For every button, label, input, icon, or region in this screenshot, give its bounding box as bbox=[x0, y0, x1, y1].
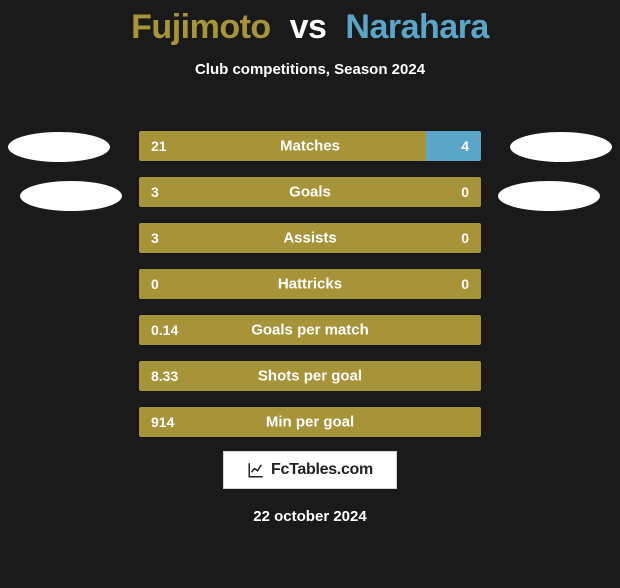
footer-brand-text: FcTables.com bbox=[271, 461, 373, 479]
stat-metric-label: Goals bbox=[139, 184, 481, 201]
player2-badge-top bbox=[510, 132, 612, 162]
title-player2: Narahara bbox=[345, 8, 488, 46]
stat-metric-label: Hattricks bbox=[139, 276, 481, 293]
stat-metric-label: Shots per goal bbox=[139, 368, 481, 385]
player2-badge-bottom bbox=[498, 181, 600, 211]
footer-brand: FcTables.com bbox=[223, 451, 397, 489]
stat-row: 214Matches bbox=[138, 130, 482, 162]
subtitle: Club competitions, Season 2024 bbox=[0, 61, 620, 78]
stat-metric-label: Matches bbox=[139, 138, 481, 155]
stat-row: 0.14Goals per match bbox=[138, 314, 482, 346]
stat-row: 914Min per goal bbox=[138, 406, 482, 438]
footer-date: 22 october 2024 bbox=[0, 508, 620, 525]
stat-metric-label: Goals per match bbox=[139, 322, 481, 339]
comparison-title: Fujimoto vs Narahara bbox=[0, 8, 620, 47]
stat-metric-label: Assists bbox=[139, 230, 481, 247]
stat-row: 30Goals bbox=[138, 176, 482, 208]
stat-row: 8.33Shots per goal bbox=[138, 360, 482, 392]
stat-row: 30Assists bbox=[138, 222, 482, 254]
stat-bars: 214Matches 30Goals 30Assists 00Hattricks 0.1… bbox=[138, 130, 482, 452]
title-player1: Fujimoto bbox=[131, 8, 271, 46]
title-vs: vs bbox=[290, 8, 327, 46]
stat-metric-label: Min per goal bbox=[139, 414, 481, 431]
stat-row: 00Hattricks bbox=[138, 268, 482, 300]
chart-icon bbox=[247, 461, 265, 479]
player1-badge-bottom bbox=[20, 181, 122, 211]
player1-badge-top bbox=[8, 132, 110, 162]
